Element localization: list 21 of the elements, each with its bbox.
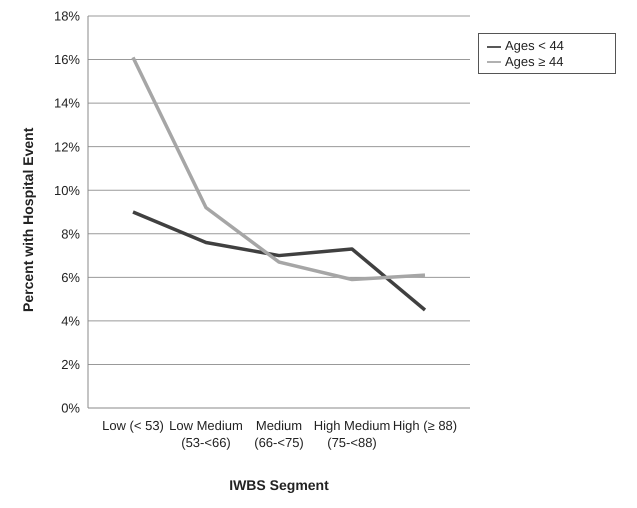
y-tick-label: 6% bbox=[61, 270, 80, 285]
y-tick-label: 8% bbox=[61, 226, 80, 242]
legend-label: Ages < 44 bbox=[505, 38, 564, 53]
y-tick-label: 18% bbox=[54, 8, 80, 24]
x-tick-label: High (≥ 88) bbox=[392, 418, 458, 433]
y-tick-label: 2% bbox=[61, 357, 80, 372]
y-tick-label: 16% bbox=[54, 52, 80, 68]
y-axis-title: Percent with Hospital Event bbox=[20, 127, 36, 312]
line-series bbox=[131, 56, 427, 282]
y-tick-label: 0% bbox=[61, 400, 80, 416]
x-axis-title: IWBS Segment bbox=[229, 477, 330, 493]
x-tick-label: High Medium (75-<88) bbox=[314, 418, 390, 450]
x-tick-label: Low Medium (53-<66) bbox=[169, 418, 243, 450]
line-series bbox=[131, 210, 427, 312]
legend-label: Ages ≥ 44 bbox=[505, 54, 564, 69]
x-tick-label: Medium (66-<75) bbox=[254, 418, 304, 450]
y-tick-label: 10% bbox=[54, 182, 80, 198]
y-tick-label: 14% bbox=[54, 96, 80, 111]
y-tick-label: 12% bbox=[54, 139, 80, 154]
x-tick-label: Low (< 53) bbox=[102, 418, 164, 433]
y-tick-label: 4% bbox=[61, 314, 80, 329]
